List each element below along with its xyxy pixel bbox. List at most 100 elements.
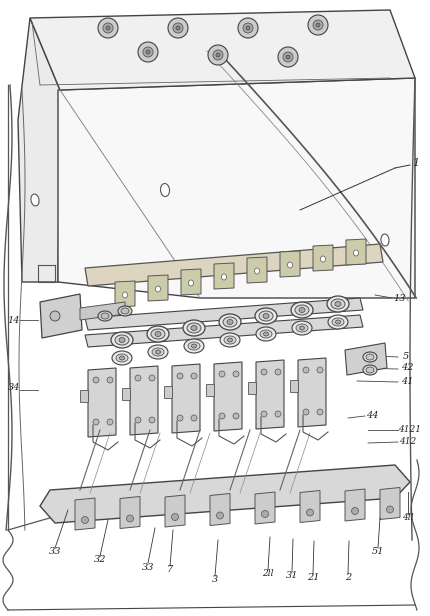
Circle shape	[135, 417, 141, 423]
Polygon shape	[280, 251, 300, 277]
Ellipse shape	[327, 296, 349, 312]
Circle shape	[208, 45, 228, 65]
Polygon shape	[181, 269, 201, 295]
Circle shape	[216, 512, 224, 519]
Polygon shape	[214, 362, 242, 431]
Polygon shape	[164, 386, 172, 398]
Ellipse shape	[363, 365, 377, 375]
Ellipse shape	[255, 308, 277, 324]
Polygon shape	[85, 315, 363, 347]
Circle shape	[313, 20, 323, 30]
Circle shape	[278, 47, 298, 67]
Circle shape	[149, 375, 155, 381]
Polygon shape	[80, 390, 88, 402]
Polygon shape	[148, 275, 168, 301]
Text: 41: 41	[401, 376, 413, 386]
Circle shape	[317, 409, 323, 415]
Ellipse shape	[147, 326, 169, 342]
Circle shape	[135, 375, 141, 381]
Ellipse shape	[219, 314, 241, 330]
Text: 13: 13	[394, 293, 406, 302]
Polygon shape	[130, 366, 158, 435]
Polygon shape	[346, 239, 366, 265]
Circle shape	[172, 514, 178, 521]
Text: 33: 33	[142, 562, 154, 572]
Ellipse shape	[98, 311, 112, 321]
Ellipse shape	[353, 250, 359, 256]
Ellipse shape	[221, 274, 227, 280]
Circle shape	[233, 413, 239, 419]
Ellipse shape	[183, 320, 205, 336]
Ellipse shape	[188, 342, 200, 350]
Polygon shape	[120, 496, 140, 529]
Circle shape	[50, 311, 60, 321]
Ellipse shape	[188, 280, 194, 286]
Ellipse shape	[115, 335, 129, 345]
Circle shape	[177, 415, 183, 421]
Circle shape	[173, 23, 183, 33]
Ellipse shape	[120, 356, 125, 360]
Ellipse shape	[220, 333, 240, 347]
Circle shape	[216, 53, 220, 57]
Ellipse shape	[259, 311, 273, 321]
Circle shape	[177, 373, 183, 379]
Ellipse shape	[151, 329, 165, 339]
Text: 1: 1	[412, 158, 420, 168]
Polygon shape	[85, 244, 383, 286]
Circle shape	[103, 23, 113, 33]
Polygon shape	[172, 364, 200, 433]
Ellipse shape	[288, 262, 292, 268]
Polygon shape	[75, 498, 95, 530]
Circle shape	[176, 26, 180, 30]
Ellipse shape	[160, 184, 169, 197]
Circle shape	[93, 419, 99, 425]
Circle shape	[261, 369, 267, 375]
Ellipse shape	[112, 351, 132, 365]
Circle shape	[126, 515, 133, 522]
Ellipse shape	[111, 332, 133, 348]
Circle shape	[303, 409, 309, 415]
Circle shape	[98, 18, 118, 38]
Polygon shape	[18, 18, 60, 282]
Circle shape	[106, 26, 110, 30]
Circle shape	[283, 52, 293, 62]
Polygon shape	[85, 298, 363, 330]
Circle shape	[243, 23, 253, 33]
Ellipse shape	[381, 234, 389, 246]
Circle shape	[233, 371, 239, 377]
Polygon shape	[88, 368, 116, 437]
Circle shape	[219, 371, 225, 377]
Ellipse shape	[292, 321, 312, 335]
Polygon shape	[298, 358, 326, 427]
Circle shape	[82, 516, 89, 524]
Circle shape	[93, 377, 99, 383]
Polygon shape	[206, 384, 214, 396]
Text: 4ll: 4ll	[402, 514, 414, 522]
Text: 31: 31	[286, 572, 298, 580]
Ellipse shape	[187, 323, 201, 333]
Text: 21: 21	[307, 573, 319, 583]
Circle shape	[387, 506, 393, 513]
Ellipse shape	[191, 344, 197, 348]
Ellipse shape	[184, 339, 204, 353]
Ellipse shape	[300, 326, 304, 330]
Circle shape	[219, 413, 225, 419]
Polygon shape	[290, 380, 298, 392]
Circle shape	[191, 373, 197, 379]
Ellipse shape	[227, 320, 233, 325]
Ellipse shape	[363, 352, 377, 362]
Ellipse shape	[320, 256, 326, 262]
Circle shape	[138, 42, 158, 62]
Ellipse shape	[260, 330, 272, 338]
Ellipse shape	[335, 301, 341, 307]
Circle shape	[107, 419, 113, 425]
Circle shape	[308, 15, 328, 35]
Text: 44: 44	[366, 411, 378, 421]
Circle shape	[303, 367, 309, 373]
Ellipse shape	[256, 327, 276, 341]
Circle shape	[149, 417, 155, 423]
Ellipse shape	[148, 345, 168, 359]
Polygon shape	[122, 388, 130, 400]
Polygon shape	[40, 465, 410, 523]
Ellipse shape	[123, 292, 128, 298]
